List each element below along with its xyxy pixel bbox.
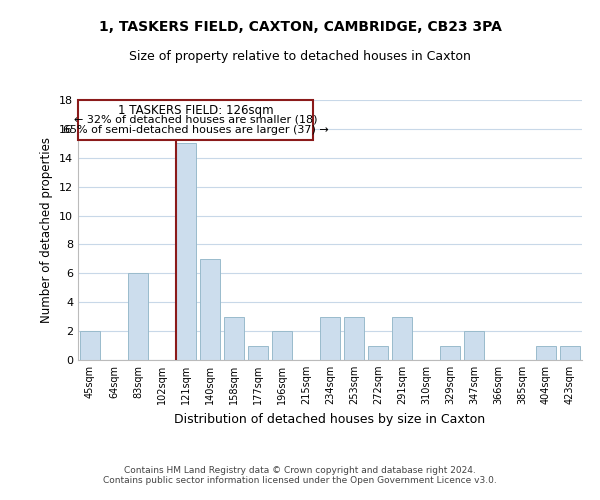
Bar (224, 316, 244, 360)
Bar (128, 274, 148, 360)
Bar (440, 346, 460, 360)
Bar (560, 346, 580, 360)
Text: Contains HM Land Registry data © Crown copyright and database right 2024.
Contai: Contains HM Land Registry data © Crown c… (103, 466, 497, 485)
Bar (176, 144, 196, 360)
Bar (200, 259, 220, 360)
Bar (344, 316, 364, 360)
Text: ← 32% of detached houses are smaller (18): ← 32% of detached houses are smaller (18… (74, 114, 317, 124)
Y-axis label: Number of detached properties: Number of detached properties (40, 137, 53, 323)
X-axis label: Distribution of detached houses by size in Caxton: Distribution of detached houses by size … (175, 412, 485, 426)
Bar (392, 316, 412, 360)
Bar (464, 331, 484, 360)
Bar (368, 346, 388, 360)
Bar (536, 346, 556, 360)
Text: Size of property relative to detached houses in Caxton: Size of property relative to detached ho… (129, 50, 471, 63)
Text: 1, TASKERS FIELD, CAXTON, CAMBRIDGE, CB23 3PA: 1, TASKERS FIELD, CAXTON, CAMBRIDGE, CB2… (98, 20, 502, 34)
Bar (78, 100, 313, 140)
Bar (80, 331, 100, 360)
Text: 1 TASKERS FIELD: 126sqm: 1 TASKERS FIELD: 126sqm (118, 104, 274, 118)
Text: 65% of semi-detached houses are larger (37) →: 65% of semi-detached houses are larger (… (63, 124, 328, 134)
Bar (320, 316, 340, 360)
Bar (272, 331, 292, 360)
Bar (248, 346, 268, 360)
